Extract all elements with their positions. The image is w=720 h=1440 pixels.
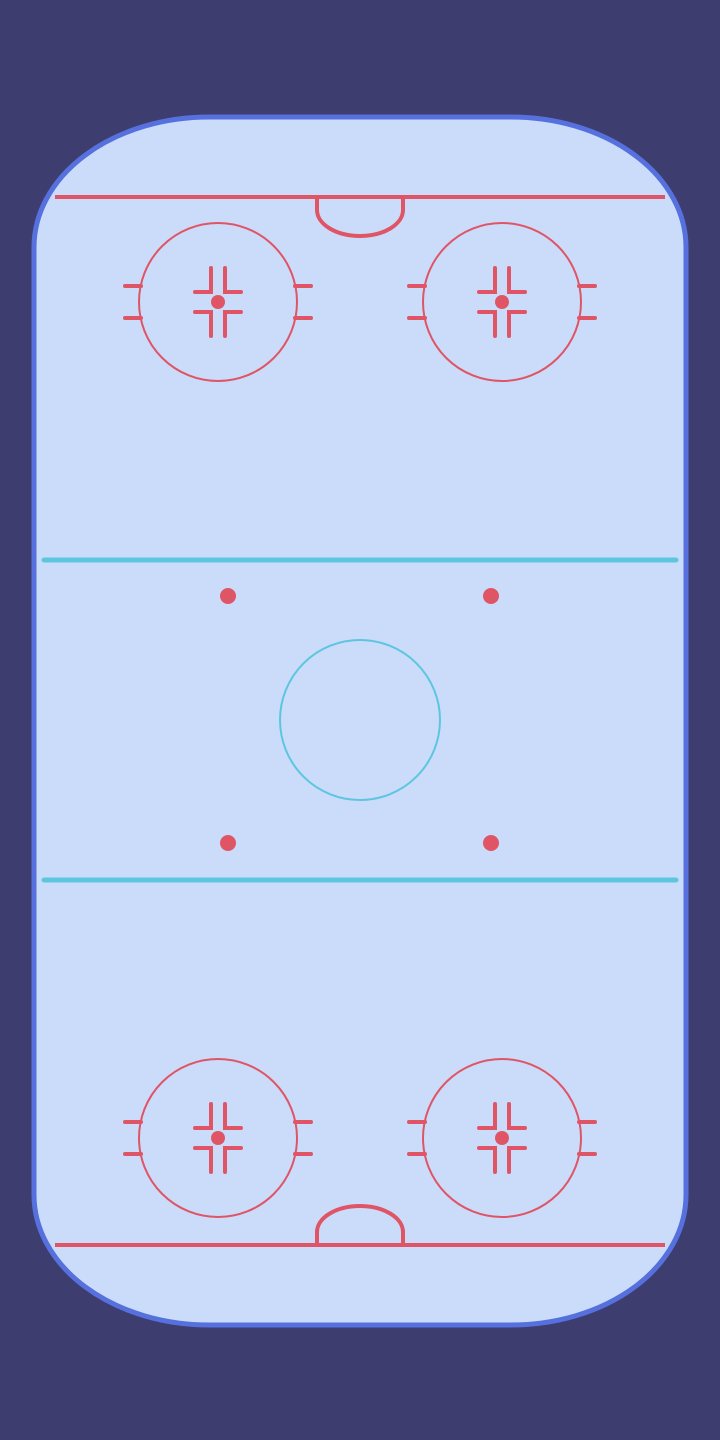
faceoff-circles xyxy=(123,222,597,1218)
faceoff-spot[interactable] xyxy=(211,1131,225,1145)
faceoff-guide xyxy=(507,1102,527,1130)
faceoff-guide xyxy=(193,1146,213,1174)
neutral-zone-dot[interactable] xyxy=(220,588,236,604)
faceoff-ring xyxy=(422,1058,582,1218)
faceoff-guide xyxy=(193,266,213,294)
center-faceoff-circle[interactable] xyxy=(279,639,441,801)
faceoff-ring xyxy=(138,1058,298,1218)
faceoff-guide xyxy=(477,310,497,338)
faceoff-guide xyxy=(507,310,527,338)
faceoff-circle[interactable] xyxy=(407,1058,597,1218)
faceoff-guide xyxy=(193,1102,213,1130)
faceoff-guide xyxy=(223,1102,243,1130)
neutral-zone-dot[interactable] xyxy=(220,835,236,851)
faceoff-guide xyxy=(223,1146,243,1174)
faceoff-spot[interactable] xyxy=(495,1131,509,1145)
faceoff-guide xyxy=(507,266,527,294)
neutral-zone-dot[interactable] xyxy=(483,588,499,604)
faceoff-guide xyxy=(193,310,213,338)
faceoff-guide xyxy=(477,1146,497,1174)
goal-crease-bottom xyxy=(315,1204,405,1245)
faceoff-guide xyxy=(223,310,243,338)
faceoff-spot[interactable] xyxy=(211,295,225,309)
goal-crease-top xyxy=(315,197,405,238)
faceoff-guide xyxy=(223,266,243,294)
faceoff-spot[interactable] xyxy=(495,295,509,309)
ice-surface[interactable] xyxy=(31,114,689,1328)
faceoff-ring xyxy=(138,222,298,382)
faceoff-guide xyxy=(477,266,497,294)
neutral-zone-dot[interactable] xyxy=(483,835,499,851)
faceoff-guide xyxy=(477,1102,497,1130)
faceoff-circle[interactable] xyxy=(123,222,313,382)
faceoff-circle[interactable] xyxy=(407,222,597,382)
faceoff-ring xyxy=(422,222,582,382)
faceoff-circle[interactable] xyxy=(123,1058,313,1218)
faceoff-guide xyxy=(507,1146,527,1174)
